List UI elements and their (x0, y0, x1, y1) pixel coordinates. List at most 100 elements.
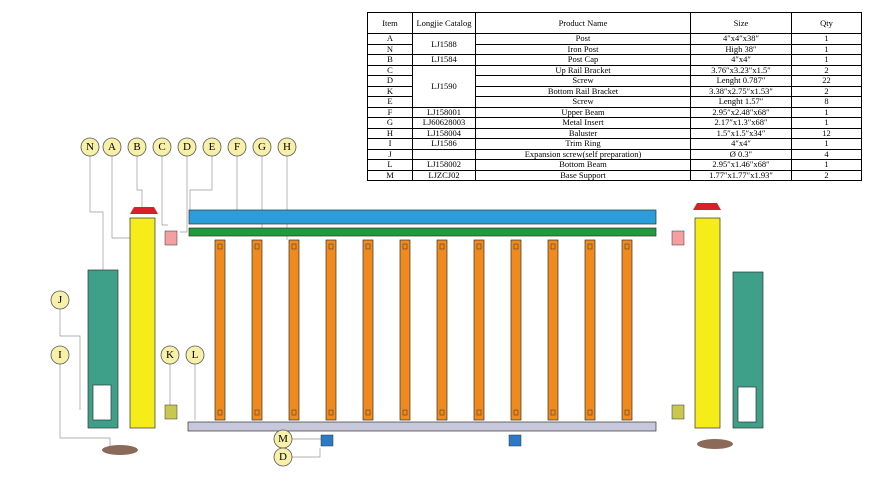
post-cap (693, 203, 721, 210)
parts-table: Item Longjie Catalog Product Name Size Q… (367, 12, 862, 181)
header-row: Item Longjie Catalog Product Name Size Q… (367, 12, 862, 34)
callout-label: A (108, 141, 116, 153)
balusters (214, 239, 633, 421)
cell: LJZCJ02 (412, 169, 476, 181)
cell: Iron Post (475, 43, 691, 55)
baluster (399, 239, 411, 421)
cell: B (367, 54, 413, 66)
cell: Up Rail Bracket (475, 64, 691, 76)
cell: N (367, 43, 413, 55)
cell: 4″x4″ (690, 54, 792, 66)
baluster-slot (513, 409, 519, 416)
table-row: B LJ1584 Post Cap 4″x4″ 1 (367, 54, 862, 66)
cell: G (367, 117, 413, 129)
cell: 4″x4″x38″ (690, 33, 792, 45)
cell: Baluster (475, 127, 691, 139)
cell: 2.17″x1.3″x68″ (690, 117, 792, 129)
callout-label: D (183, 141, 191, 153)
baluster-slot (328, 243, 334, 250)
baluster (436, 239, 448, 421)
cell: 1 (791, 117, 862, 129)
cell: 1 (791, 138, 862, 150)
base-support (320, 434, 334, 447)
iron-post-window (737, 386, 757, 423)
bottom-beam (187, 421, 657, 432)
callout-circle (227, 137, 247, 157)
baluster-slot (365, 409, 371, 416)
header: Longjie Catalog (412, 12, 476, 34)
table-row: J Expansion screw(self preparation) Ø 0.3″… (367, 148, 862, 160)
callout-circle (50, 290, 70, 310)
cell: Bottom Rail Bracket (475, 85, 691, 97)
cell: 12 (791, 127, 862, 139)
callout-label: M (278, 433, 288, 445)
callout-label: H (283, 141, 291, 153)
baluster-slot (624, 243, 630, 250)
cell: Post (475, 33, 691, 45)
baluster-slot (365, 243, 371, 250)
cell: A (367, 33, 413, 45)
table-row: G LJ60628003 Metal Insert 2.17″x1.3″x68″ 1 (367, 117, 862, 129)
cell: Screw (475, 75, 691, 87)
cell: LJ60628003 (412, 117, 476, 129)
cell: M (367, 169, 413, 181)
callout-circle (127, 137, 147, 157)
baluster (251, 239, 263, 421)
cell: LJ158004 (412, 127, 476, 139)
cell: 2 (791, 169, 862, 181)
baluster (325, 239, 337, 421)
cell: 4″x4″ (690, 138, 792, 150)
bottom-rail-bracket (671, 404, 685, 420)
callouts: N A B C D E F G HJI K LMD (50, 137, 297, 467)
cell: 1 (791, 54, 862, 66)
baluster-slot (254, 243, 260, 250)
cell: LJ1584 (412, 54, 476, 66)
cell (412, 148, 476, 160)
baluster-slot (402, 409, 408, 416)
cell: 1 (791, 33, 862, 45)
baluster-slot (513, 243, 519, 250)
cell: Lenght 1.57″ (690, 96, 792, 108)
baluster-slot (550, 243, 556, 250)
cell: Trim Ring (475, 138, 691, 150)
cell: Lenght 0.787″ (690, 75, 792, 87)
baluster (510, 239, 522, 421)
baluster (473, 239, 485, 421)
baluster-slot (217, 409, 223, 416)
cell: 4 (791, 148, 862, 160)
cell: C (367, 64, 413, 76)
callout-circle (152, 137, 172, 157)
callout-label: D (279, 451, 287, 463)
post-cap (130, 207, 158, 214)
cell: 22 (791, 75, 862, 87)
baluster-slot (291, 243, 297, 250)
baluster-slot (439, 243, 445, 250)
cell: LJ1586 (412, 138, 476, 150)
cell: K (367, 85, 413, 97)
callout-label: J (58, 294, 63, 306)
table-row: I LJ1586 Trim Ring 4″x4″ 1 (367, 138, 862, 150)
iron-post-window (92, 384, 112, 421)
cell: 2.95″x2.48″x68″ (690, 106, 792, 118)
callout-label: N (86, 141, 94, 153)
baluster-slot (291, 409, 297, 416)
up-rail-bracket (164, 230, 178, 246)
cell: High 38″ (690, 43, 792, 55)
baluster-slot (328, 409, 334, 416)
callout-label: E (209, 141, 216, 153)
cell: D (367, 75, 413, 87)
callout-label: K (166, 349, 174, 361)
cell: J (367, 148, 413, 160)
baluster-slot (587, 243, 593, 250)
callout-circle (185, 345, 205, 365)
callout-circle (202, 137, 222, 157)
bottom-rail-bracket (164, 404, 178, 420)
callout-circle (252, 137, 272, 157)
upper-beam (188, 209, 657, 225)
cell: 1.5″x1.5″x34″ (690, 127, 792, 139)
cell: 1 (791, 43, 862, 55)
cell: Metal Insert (475, 117, 691, 129)
cell: 3.76″x3.23″x1.5″ (690, 64, 792, 76)
